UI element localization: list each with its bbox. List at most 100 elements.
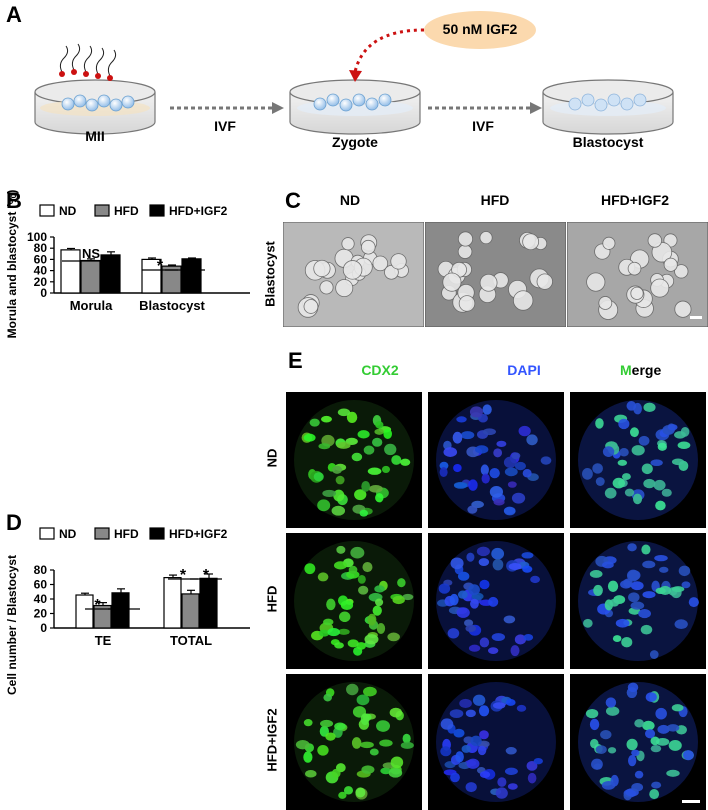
legend-label-hfd-igf2: HFD+IGF2 bbox=[169, 204, 228, 218]
bar-morula-nd bbox=[60, 249, 81, 294]
e-row-hfd-igf2-wrap: HFD+IGF2 bbox=[258, 674, 286, 807]
chart-d-ylabel-wrap: Cell number / Blastocyst bbox=[0, 555, 24, 695]
x-tick-label: TE bbox=[95, 633, 112, 648]
igf2-arrow bbox=[349, 28, 425, 82]
e-row-hfd-igf2: HFD+IGF2 bbox=[264, 708, 280, 772]
sperm-cells bbox=[59, 43, 117, 81]
merge-label-first-letter: M bbox=[620, 362, 632, 378]
e-row-nd: ND bbox=[264, 448, 280, 468]
legend-swatch-hfd-igf2 bbox=[149, 527, 165, 540]
chart-d-ylabel: Cell number / Blastocyst bbox=[5, 554, 19, 696]
x-tick-label: Blastocyst bbox=[139, 298, 205, 313]
bar-te-hfd bbox=[93, 604, 112, 629]
chart-b-ylabel-wrap: Morula and blastocyst (%) bbox=[0, 190, 24, 339]
blastocyst-cells bbox=[568, 93, 647, 112]
y-tick-label: 20 bbox=[34, 275, 48, 289]
merge-label-rest: erge bbox=[631, 362, 662, 378]
y-tick-label: 60 bbox=[34, 252, 48, 266]
y-tick-label: 80 bbox=[34, 241, 48, 255]
bar-total-hfd bbox=[181, 593, 200, 629]
significance-label: * bbox=[94, 597, 101, 614]
panel-c-label: C bbox=[285, 188, 301, 213]
micrograph-hfd-igf2 bbox=[567, 222, 708, 327]
significance-label: * bbox=[180, 567, 187, 584]
scale-bar bbox=[690, 316, 702, 319]
significance-label: * bbox=[182, 258, 189, 275]
bar-blastocyst-hfd-igf2 bbox=[181, 258, 202, 294]
panel-a-diagram bbox=[34, 11, 674, 135]
c-col-nd: ND bbox=[339, 192, 361, 208]
significance-label: NS bbox=[82, 246, 100, 261]
micrograph-nd bbox=[283, 222, 424, 327]
fluor-nd-cdx2 bbox=[286, 392, 422, 528]
e-row-nd-wrap: ND bbox=[258, 392, 286, 525]
x-tick-label: TOTAL bbox=[170, 633, 212, 648]
cdx2-dapi-grid bbox=[286, 392, 708, 810]
micrograph-hfd bbox=[425, 222, 566, 327]
chart-b-ylabel: Morula and blastocyst (%) bbox=[5, 189, 19, 339]
fluor-hfd-cdx2 bbox=[286, 533, 422, 669]
fluor-hfd-dapi bbox=[428, 533, 564, 669]
e-col-merge: Merge bbox=[620, 362, 661, 378]
c-row-label: Blastocyst bbox=[262, 241, 278, 307]
legend-label-hfd-igf2: HFD+IGF2 bbox=[169, 527, 228, 541]
significance-label: * bbox=[121, 597, 128, 614]
fluor-nd-merge bbox=[570, 392, 706, 528]
e-col-cdx2: CDX2 bbox=[361, 362, 399, 378]
dish-label-mii: MII bbox=[85, 128, 105, 144]
legend-swatch-nd bbox=[39, 527, 55, 540]
legend-swatch-hfd bbox=[94, 527, 110, 540]
significance-label: * bbox=[203, 567, 210, 584]
e-row-hfd-wrap: HFD bbox=[258, 533, 286, 666]
bar-blastocyst-nd bbox=[141, 258, 162, 294]
panel-e-label: E bbox=[288, 348, 303, 373]
fluor-hfd-igf2-merge bbox=[570, 674, 706, 810]
bar-te-nd bbox=[75, 594, 94, 629]
panel-b-label: B bbox=[6, 188, 22, 213]
dish-mii bbox=[34, 43, 156, 135]
dish-zygote bbox=[289, 79, 421, 135]
y-tick-label: 100 bbox=[27, 230, 47, 244]
legend-label-nd: ND bbox=[59, 527, 77, 541]
fluor-nd-dapi bbox=[428, 392, 564, 528]
mii-oocytes bbox=[61, 94, 135, 112]
y-tick-label: 40 bbox=[34, 264, 48, 278]
zygote-cells bbox=[313, 93, 392, 112]
scale-bar bbox=[682, 800, 700, 803]
y-tick-label: 0 bbox=[40, 286, 47, 300]
legend-swatch-nd bbox=[39, 204, 55, 217]
fluor-hfd-igf2-cdx2 bbox=[286, 674, 422, 810]
ivf-arrow-2 bbox=[428, 102, 542, 114]
significance-label: * bbox=[157, 258, 164, 275]
legend-label-hfd: HFD bbox=[114, 204, 139, 218]
panel-d-label: D bbox=[6, 510, 22, 535]
arrow-label-ivf-1: IVF bbox=[214, 118, 236, 134]
y-tick-label: 40 bbox=[34, 592, 48, 606]
c-row-label-wrap: Blastocyst bbox=[258, 222, 282, 326]
fluor-hfd-merge bbox=[570, 533, 706, 669]
c-col-hfd: HFD bbox=[480, 192, 510, 208]
legend-swatch-hfd bbox=[94, 204, 110, 217]
dish-label-blastocyst: Blastocyst bbox=[572, 134, 644, 150]
legend-swatch-hfd-igf2 bbox=[149, 204, 165, 217]
y-tick-label: 0 bbox=[40, 621, 47, 635]
legend-label-hfd: HFD bbox=[114, 527, 139, 541]
panel-a-label: A bbox=[6, 2, 22, 27]
x-tick-label: Morula bbox=[70, 298, 113, 313]
bar-total-nd bbox=[163, 577, 182, 629]
dish-blastocyst bbox=[542, 79, 674, 135]
igf2-bubble bbox=[424, 11, 536, 49]
bar-te-hfd-igf2 bbox=[111, 592, 130, 629]
e-col-dapi: DAPI bbox=[507, 362, 541, 378]
arrow-label-ivf-2: IVF bbox=[472, 118, 494, 134]
bar-total-hfd-igf2 bbox=[199, 577, 218, 629]
legend-label-nd: ND bbox=[59, 204, 77, 218]
igf2-label: 50 nM IGF2 bbox=[442, 21, 518, 37]
dish-label-zygote: Zygote bbox=[332, 134, 378, 150]
bar-blastocyst-hfd bbox=[161, 265, 182, 294]
e-row-hfd: HFD bbox=[264, 585, 280, 613]
c-col-hfd-igf2: HFD+IGF2 bbox=[600, 192, 670, 208]
